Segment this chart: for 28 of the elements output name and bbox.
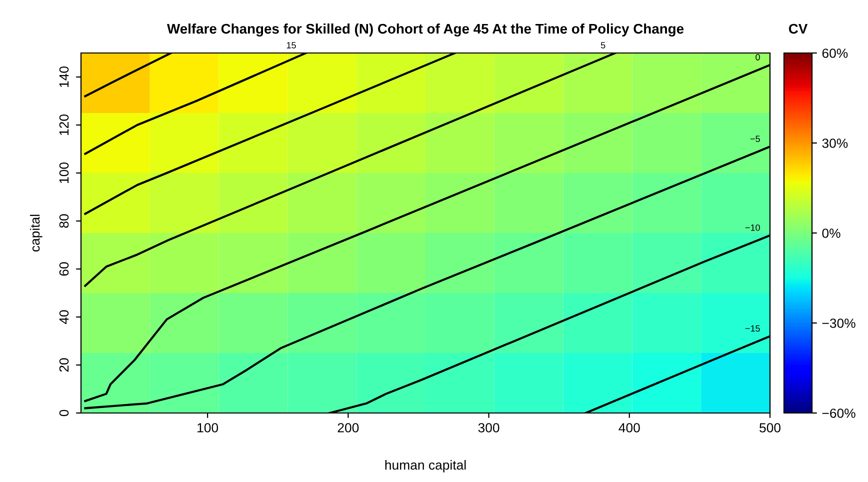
color-bar-label: 60% (822, 48, 848, 58)
y-tick-label: 140 (59, 66, 69, 87)
x-tick-label: 100 (198, 423, 218, 432)
y-tick-label: 80 (59, 214, 69, 228)
series-label: 0 (756, 54, 760, 60)
y-tick-label: 40 (59, 310, 69, 324)
x-tick-label: 400 (618, 423, 640, 432)
series-label: 5 (600, 42, 606, 48)
y-tick-label: 60 (59, 262, 69, 276)
y-tick-label: 0 (59, 410, 69, 416)
series-label: −15 (745, 325, 760, 332)
y-tick-label: 100 (59, 162, 69, 183)
x-axis-title: human capital (385, 460, 466, 472)
chart-title: Welfare Changes for Skilled (N) Cohort of Age 45 At the Time of Policy Change (167, 23, 684, 36)
series-label: −10 (745, 224, 760, 231)
color-bar-label: 0% (822, 228, 840, 238)
x-tick-label: 200 (338, 423, 359, 432)
y-tick-label: 120 (59, 114, 69, 135)
x-tick-label: 500 (760, 423, 780, 432)
y-tick-label: 20 (59, 358, 69, 372)
series-label: −5 (750, 136, 760, 142)
color-bar-label: −60% (822, 408, 856, 418)
series-label: 15 (286, 42, 296, 48)
color-bar-title: CV (788, 24, 808, 34)
color-bar-label: 30% (822, 138, 848, 148)
color-bar-label: −30% (822, 318, 856, 328)
y-axis-title: capital (30, 214, 42, 252)
x-tick-label: 300 (478, 423, 500, 432)
